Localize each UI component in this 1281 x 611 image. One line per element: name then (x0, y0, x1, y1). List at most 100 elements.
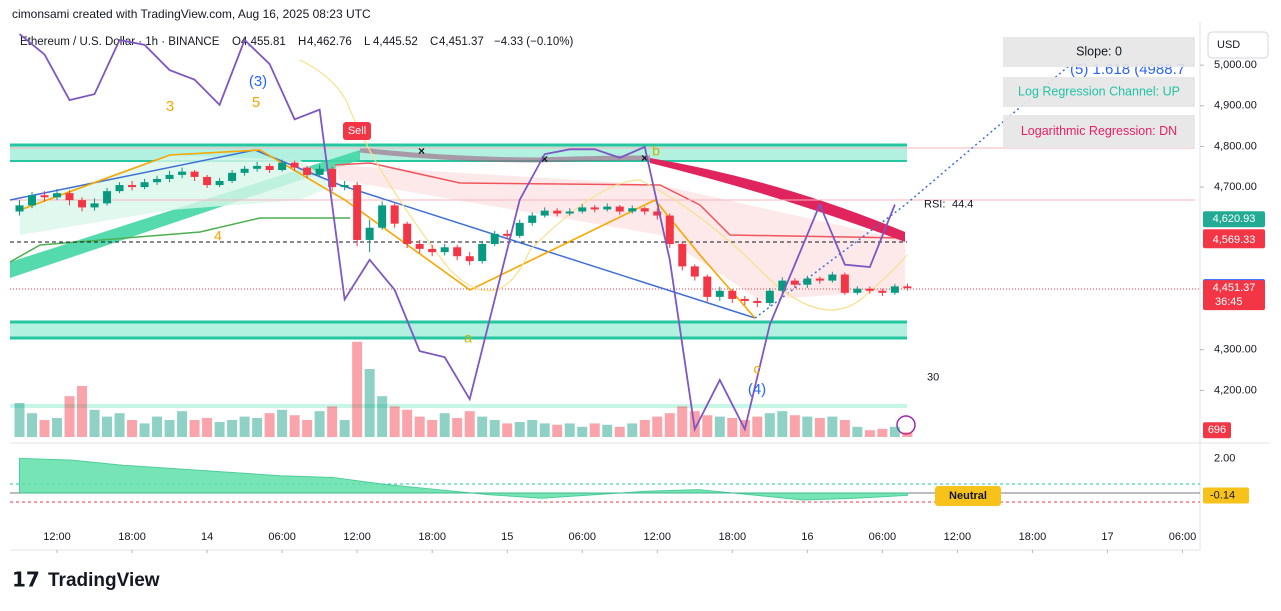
candle-body (278, 162, 287, 171)
candle-body (228, 172, 237, 181)
volume-bar (564, 423, 575, 437)
volume-bar (764, 413, 775, 437)
volume-bar (589, 423, 600, 437)
annotation: 5 (252, 94, 260, 111)
x-tick-label: 06:00 (268, 531, 296, 543)
candle-body (828, 274, 837, 281)
candle-body (165, 174, 174, 179)
upper-line (334, 162, 906, 239)
candle-body (303, 167, 312, 175)
x-tick-label: 12:00 (43, 531, 71, 543)
volume-bar (627, 423, 638, 437)
volume-bar (477, 416, 488, 437)
x-tick-label: 17 (1101, 531, 1113, 543)
candle-body (678, 244, 687, 267)
volume-bar (264, 413, 275, 437)
candle-body (753, 300, 762, 303)
x-tick-label: 12:00 (944, 531, 972, 543)
candle-body (815, 278, 824, 281)
candle-body (378, 205, 387, 228)
volume-bar (389, 406, 400, 437)
volume-bar (839, 420, 850, 437)
volume-bar (202, 417, 213, 437)
candle-body (28, 195, 37, 206)
volume-bar (702, 415, 713, 437)
sell-badge (343, 122, 371, 140)
candle-body (628, 208, 637, 212)
volume-bar (39, 420, 50, 437)
volume-bar (14, 403, 25, 437)
candle-body (503, 233, 512, 236)
supply-band (10, 145, 907, 161)
candle-body (553, 210, 562, 214)
candle-body (78, 200, 87, 208)
candle-body (515, 222, 524, 236)
volume-bar (152, 416, 163, 437)
annotation: b (652, 143, 660, 159)
volume-bar (727, 417, 738, 437)
ohlc-value: 4,455.81 (241, 36, 286, 48)
annotation: 4 (214, 228, 222, 244)
regression-fill (335, 165, 905, 300)
annotation: 3 (166, 98, 174, 115)
envelope (299, 59, 908, 311)
candle-body (740, 298, 749, 301)
x-tick-label: 18:00 (719, 531, 747, 543)
x-tick-label: 06:00 (568, 531, 596, 543)
candle-body (403, 223, 412, 245)
y-tick-label: 4,300.00 (1214, 344, 1257, 356)
candle-body (15, 205, 24, 212)
candle-body (803, 278, 812, 285)
candle-body (53, 193, 62, 198)
price-label-box (1203, 232, 1265, 249)
status-box (935, 486, 1001, 506)
demand-band (10, 322, 907, 338)
logo: 𝟭𝟳 TradingView (12, 569, 160, 591)
price-label: 4,569.33 (1213, 234, 1256, 246)
regression-line (359, 147, 651, 163)
volume-bar (64, 396, 75, 437)
volume-bar (314, 411, 325, 437)
candle-body (428, 248, 437, 253)
candle-body (440, 247, 449, 253)
price-label: 4,620.93 (1213, 213, 1256, 225)
logo-mark: 𝟭𝟳 (12, 569, 40, 591)
candle-body (865, 288, 874, 291)
logo-text: TradingView (48, 570, 160, 591)
info-text: Log Regression Channel: UP (1018, 84, 1180, 98)
volume-bar (514, 422, 525, 437)
candle-body (253, 165, 262, 169)
volume-bar (789, 415, 800, 437)
volume-bar (864, 430, 875, 437)
x-tick-label: 06:00 (1169, 531, 1197, 543)
y-tick-label: 5,000.00 (1214, 59, 1257, 71)
rsi-line (18, 33, 896, 433)
volume-bar (27, 413, 38, 437)
info-box (1003, 77, 1195, 107)
y-tick-label: 4,800.00 (1214, 140, 1257, 152)
volume-bar (164, 420, 175, 437)
volume-bar (239, 416, 250, 437)
volume-bar (227, 420, 238, 437)
volume-bar (189, 420, 200, 437)
candle-body (853, 288, 862, 293)
currency: USD (1217, 39, 1240, 51)
info-box (1003, 37, 1195, 67)
volume-bar (364, 369, 375, 437)
candle-body (190, 171, 199, 177)
candle-body (640, 208, 649, 212)
volume-bar (827, 416, 838, 437)
candle-body (328, 168, 337, 188)
candle-body (290, 162, 299, 168)
volume-bar (502, 423, 513, 437)
price-label: 4,451.37 (1213, 282, 1256, 294)
candle-body (715, 290, 724, 297)
x-tick-label: 16 (801, 531, 813, 543)
candle-body (128, 185, 137, 188)
ohlc-value: 4,462.76 (307, 36, 352, 48)
volume-bar (77, 386, 88, 437)
volume-bar (852, 426, 863, 437)
icon[interactable] (896, 415, 916, 435)
price-label-box (1203, 211, 1265, 228)
candle-body (103, 191, 112, 204)
